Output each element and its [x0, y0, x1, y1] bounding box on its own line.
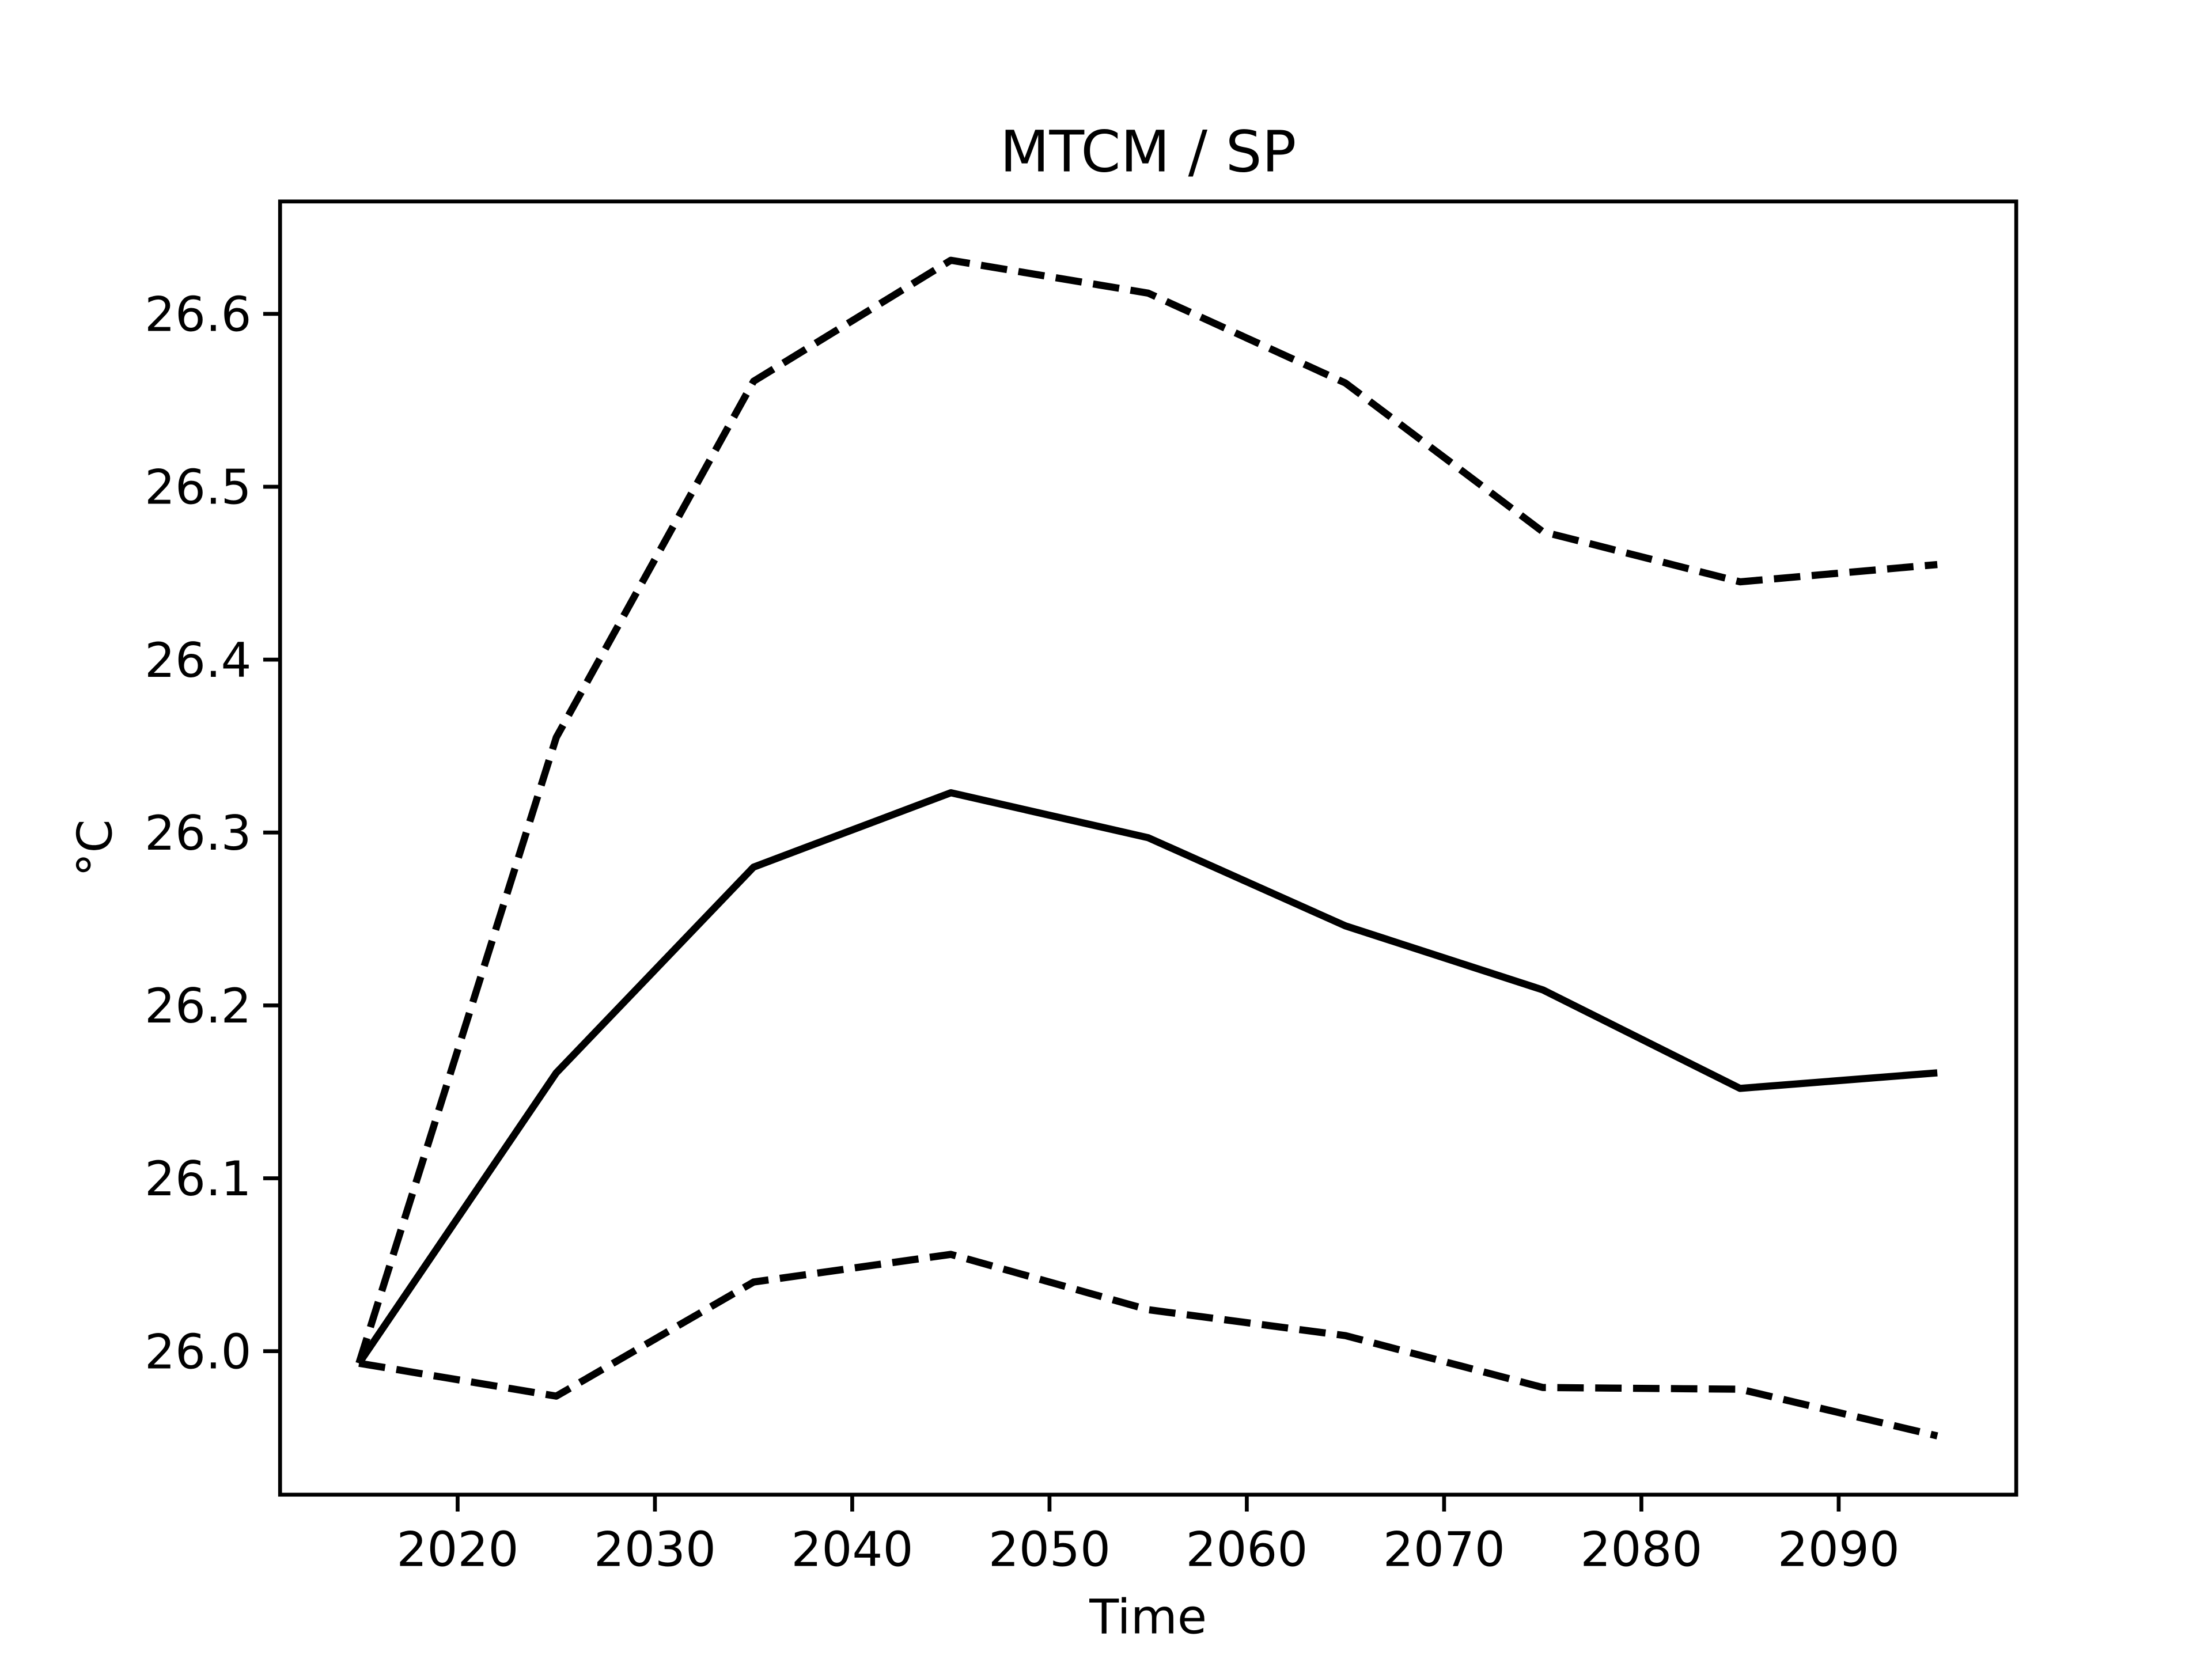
y-tick-label: 26.1	[145, 1151, 252, 1207]
x-tick-label: 2030	[594, 1522, 716, 1578]
x-tick-label: 2070	[1383, 1522, 1505, 1578]
x-axis-label: Time	[1089, 1589, 1207, 1645]
y-tick-label: 26.5	[145, 460, 252, 516]
x-tick-label: 2050	[988, 1522, 1111, 1578]
y-tick-label: 26.6	[145, 287, 252, 343]
chart-title: MTCM / SP	[1000, 119, 1297, 185]
x-tick-label: 2040	[791, 1522, 913, 1578]
y-tick-label: 26.3	[145, 805, 252, 861]
x-tick-label: 2020	[396, 1522, 518, 1578]
line-series	[355, 256, 1938, 1365]
plot-frame	[278, 199, 2018, 1497]
line-series	[356, 789, 1938, 1366]
y-tick-label: 26.2	[145, 978, 252, 1034]
y-tick-label: 26.0	[145, 1324, 252, 1380]
x-tick-label: 2090	[1778, 1522, 1900, 1578]
line-series	[358, 1251, 1938, 1440]
y-tick-label: 26.4	[145, 632, 252, 688]
y-axis-label: °C	[67, 819, 123, 877]
x-tick-label: 2060	[1185, 1522, 1308, 1578]
x-tick-label: 2080	[1580, 1522, 1702, 1578]
